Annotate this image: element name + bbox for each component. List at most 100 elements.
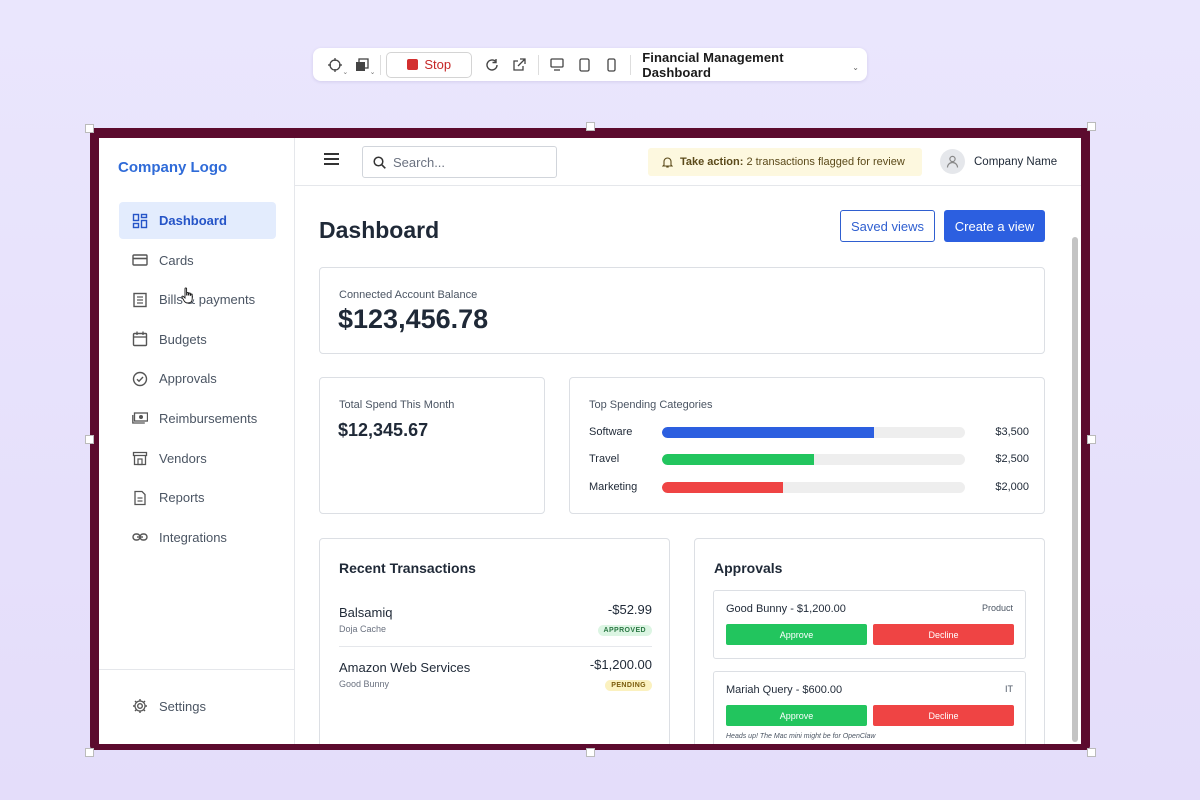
approval-item: Mariah Query - $600.00 IT Approve Declin… [713, 671, 1026, 744]
crosshair-icon[interactable]: ⌄ [321, 51, 348, 79]
profile-menu[interactable]: Company Name [940, 149, 1057, 174]
sidebar-item-settings[interactable]: Settings [132, 698, 206, 714]
resize-handle[interactable] [586, 748, 595, 757]
dashboard-icon [132, 213, 148, 228]
resize-handle[interactable] [1087, 435, 1096, 444]
sidebar-item-label: Bills & payments [159, 292, 256, 308]
resize-handle[interactable] [1087, 748, 1096, 757]
resize-handle[interactable] [1087, 122, 1096, 131]
sidebar-footer: Settings [99, 669, 294, 744]
sidebar-nav: Dashboard Cards Bills & payments Budgets… [119, 202, 276, 558]
transaction-name: Amazon Web Services [339, 660, 471, 675]
create-view-button[interactable]: Create a view [944, 210, 1045, 242]
resize-handle[interactable] [586, 122, 595, 131]
sidebar-item-integrations[interactable]: Integrations [119, 519, 276, 556]
app-window: Company Logo Dashboard Cards Bills & pay… [99, 138, 1081, 744]
viewport-title[interactable]: Financial Management Dashboard [642, 49, 784, 80]
external-link-icon[interactable] [505, 51, 532, 79]
top-bar: Search... Take action: 2 transactions fl… [295, 138, 1081, 186]
sidebar-item-label: Vendors [159, 450, 207, 466]
sidebar-item-reimbursements[interactable]: Reimbursements [119, 400, 276, 437]
alert-text: 2 transactions flagged for review [746, 156, 905, 168]
approvals-card: Approvals Good Bunny - $1,200.00 Product… [694, 538, 1045, 744]
search-input[interactable]: Search... [362, 146, 557, 178]
decline-button[interactable]: Decline [873, 705, 1014, 726]
toolbar-divider [537, 54, 539, 75]
category-bar-fill [662, 453, 814, 465]
transaction-row[interactable]: Amazon Web Services Good Bunny -$1,200.0… [339, 657, 652, 708]
preview-toolbar: ⌄ ⌄ Stop Financial Management Dashboard … [313, 48, 867, 81]
company-logo[interactable]: Company Logo [118, 159, 228, 176]
calendar-icon [132, 331, 148, 347]
sidebar-item-dashboard[interactable]: Dashboard [119, 202, 276, 239]
category-name: Travel [589, 453, 620, 465]
category-row: Software $3,500 [589, 425, 1029, 439]
category-amount: $2,500 [995, 453, 1029, 465]
stop-button[interactable]: Stop [386, 51, 473, 78]
sidebar-item-label: Cards [159, 252, 194, 268]
status-badge: PENDING [605, 680, 652, 691]
category-row: Marketing $2,000 [589, 480, 1029, 494]
layers-icon[interactable]: ⌄ [348, 51, 375, 79]
approval-title: Good Bunny - $1,200.00 [726, 603, 846, 615]
sidebar-item-cards[interactable]: Cards [119, 242, 276, 279]
approval-item: Good Bunny - $1,200.00 Product Approve D… [713, 590, 1026, 659]
resize-handle[interactable] [85, 124, 94, 133]
approve-button[interactable]: Approve [726, 624, 867, 645]
phone-icon[interactable] [598, 51, 625, 79]
recent-transactions-card: Recent Transactions Balsamiq Doja Cache … [319, 538, 670, 744]
transaction-amount: -$1,200.00 [589, 657, 652, 672]
transaction-name: Balsamiq [339, 605, 393, 620]
category-name: Marketing [589, 481, 638, 493]
sidebar: Company Logo Dashboard Cards Bills & pay… [99, 138, 295, 744]
menu-icon[interactable] [324, 153, 339, 165]
status-badge: APPROVED [597, 625, 652, 636]
saved-views-button[interactable]: Saved views [840, 210, 935, 242]
categories-label: Top Spending Categories [589, 399, 713, 411]
category-bar [662, 426, 965, 438]
transactions-title: Recent Transactions [339, 560, 476, 576]
bill-icon [133, 292, 147, 307]
resize-handle[interactable] [85, 748, 94, 757]
sidebar-item-vendors[interactable]: Vendors [119, 440, 276, 477]
check-circle-icon [132, 371, 148, 387]
desktop-icon[interactable] [544, 51, 571, 79]
transaction-sub: Doja Cache [339, 624, 387, 634]
category-name: Software [589, 426, 633, 438]
gear-icon [133, 699, 147, 713]
approve-button[interactable]: Approve [726, 705, 867, 726]
page-title: Dashboard [319, 217, 440, 243]
category-amount: $2,000 [995, 481, 1029, 493]
resize-handle[interactable] [85, 435, 94, 444]
balance-label: Connected Account Balance [339, 289, 478, 301]
category-bar-fill [662, 481, 784, 493]
search-placeholder: Search... [393, 154, 446, 170]
category-bar-fill [662, 426, 875, 438]
decline-button[interactable]: Decline [873, 624, 1014, 645]
approvals-title: Approvals [714, 560, 783, 576]
settings-label: Settings [159, 698, 206, 714]
top-categories-card: Top Spending Categories Software $3,500 … [569, 377, 1045, 514]
bell-icon [662, 157, 673, 168]
dashboard-content: Dashboard Saved views Create a view Conn… [295, 187, 1081, 744]
refresh-icon[interactable] [478, 51, 505, 79]
sidebar-item-approvals[interactable]: Approvals [119, 360, 276, 397]
approval-note: Heads up! The Mac mini might be for Open… [726, 733, 876, 740]
scrollbar[interactable] [1072, 237, 1078, 742]
stop-icon [407, 59, 419, 70]
sidebar-item-label: Dashboard [159, 213, 227, 228]
category-bar [662, 453, 965, 465]
sidebar-item-bills-payments[interactable]: Bills & payments [119, 281, 276, 318]
sidebar-item-reports[interactable]: Reports [119, 479, 276, 516]
stop-label: Stop [424, 57, 452, 72]
chevron-down-icon[interactable]: ⌄ [852, 63, 859, 72]
transaction-row[interactable]: Balsamiq Doja Cache -$52.99 APPROVED [339, 602, 652, 653]
cash-icon [132, 412, 148, 425]
sidebar-item-label: Integrations [159, 529, 227, 545]
sidebar-item-label: Reports [159, 490, 205, 506]
tablet-icon[interactable] [571, 51, 598, 79]
action-alert[interactable]: Take action: 2 transactions flagged for … [648, 148, 922, 176]
user-icon [946, 155, 959, 168]
transaction-amount: -$52.99 [607, 602, 652, 617]
sidebar-item-budgets[interactable]: Budgets [119, 321, 276, 358]
